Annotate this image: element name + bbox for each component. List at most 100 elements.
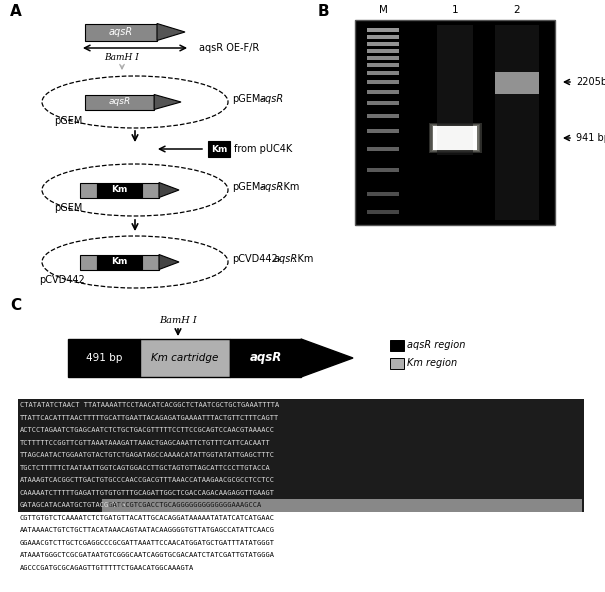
Text: CTATATATCTAACT TTATAAAATTCCTAACATCACGGCTCTAATCGCTGCTGAAATTTTA: CTATATATCTAACT TTATAAAATTCCTAACATCACGGCT… (20, 402, 280, 408)
Bar (80, 182, 97, 198)
Text: 2205bp: 2205bp (576, 77, 605, 87)
Bar (431, 125, 479, 151)
Text: Km: Km (211, 144, 227, 153)
Bar (97, 255, 142, 269)
Text: CAAAAATCTTTTTGAGATTGTGTGTTTGCAGATTGGCTCGACCAGACAAGAGGTTGAAGT: CAAAAATCTTTTTGAGATTGTGTGTTTGCAGATTGGCTCG… (20, 490, 275, 496)
Text: AGCCCGATGCGCAGAGTTGTTTTTCTGAACATGGCAAAGTA: AGCCCGATGCGCAGAGTTGTTTTTCTGAACATGGCAAAGT… (20, 565, 194, 571)
Bar (97, 182, 142, 198)
Bar (367, 192, 399, 196)
Bar (140, 339, 230, 377)
Text: TCTTTTTCCGGTTCGTTAAATAAAGATTAAACTGAGCAAATTCTGTTTCATTCACAATT: TCTTTTTCCGGTTCGTTAAATAAAGATTAAACTGAGCAAA… (20, 440, 271, 446)
Text: 2: 2 (514, 5, 520, 15)
Bar (437, 25, 473, 155)
Bar (142, 255, 159, 269)
Text: Km region: Km region (407, 359, 457, 368)
Text: BamH I: BamH I (105, 53, 139, 62)
Text: TTATTCACATTTAACTTTTTGCATTGAATTACAGAGATGAAAATTTACTGTTCTTTCAGTT: TTATTCACATTTAACTTTTTGCATTGAATTACAGAGATGA… (20, 415, 280, 421)
Text: CGTTGTGTCTCAAAATCTCTGATGTTACATTGCACAGGATAAAAATATATCATCATGAAC: CGTTGTGTCTCAAAATCTCTGATGTTACATTGCACAGGAT… (20, 515, 275, 521)
Bar (102, 499, 582, 511)
Bar (80, 255, 97, 269)
Bar (18, 449, 584, 462)
Text: M: M (379, 5, 387, 15)
Bar (85, 24, 157, 40)
Bar (367, 35, 399, 39)
Bar (367, 147, 399, 151)
Bar (18, 499, 584, 511)
Polygon shape (159, 182, 179, 198)
Bar (367, 101, 399, 105)
Bar (367, 49, 399, 53)
Text: A: A (10, 4, 22, 19)
Text: GATCCGTCGACCTGCAGGGGGGGGGGGGGAAAGCCA: GATCCGTCGACCTGCAGGGGGGGGGGGGGAAAGCCA (103, 502, 261, 509)
Text: aqsR: aqsR (108, 98, 131, 107)
Bar (18, 436, 584, 449)
Text: aqsR OE-F/R: aqsR OE-F/R (199, 43, 260, 53)
Text: pCVD442: pCVD442 (39, 275, 85, 285)
Bar (433, 126, 477, 150)
Bar (495, 25, 539, 220)
Polygon shape (159, 255, 179, 269)
Text: GGAAACGTCTTGCTCGAGGCCCGCGATTAAATTCCAACATGGATGCTGATTTATATGGGT: GGAAACGTCTTGCTCGAGGCCCGCGATTAAATTCCAACAT… (20, 540, 275, 546)
Text: B: B (318, 4, 330, 19)
Text: ACTCCTAGAATCTGAGCAATCTCTGCTGACGTTTTTCCTTCCGCAGTCCAACGTAAAACC: ACTCCTAGAATCTGAGCAATCTCTGCTGACGTTTTTCCTT… (20, 427, 275, 433)
Text: pCVD442-: pCVD442- (232, 254, 281, 264)
Text: Km: Km (111, 185, 128, 195)
Bar (18, 399, 584, 411)
Text: ATAAAGTCACGGCTTGACTGTGCCCAACCGACGTTTAAACCATAAGAACGCGCCTCCTCC: ATAAAGTCACGGCTTGACTGTGCCCAACCGACGTTTAAAC… (20, 477, 275, 483)
Bar (367, 56, 399, 60)
Bar (208, 141, 230, 157)
Polygon shape (157, 24, 185, 40)
Bar (430, 124, 480, 152)
Text: BamH I: BamH I (159, 316, 197, 325)
Bar (18, 462, 584, 474)
Text: from pUC4K: from pUC4K (234, 144, 292, 154)
Text: aqsR: aqsR (260, 94, 284, 104)
Bar (18, 424, 584, 436)
Bar (355, 20, 555, 225)
Text: 1: 1 (452, 5, 459, 15)
Bar (390, 358, 404, 369)
Text: pGEM-: pGEM- (232, 94, 264, 104)
Bar (68, 339, 140, 377)
Bar (367, 168, 399, 172)
Polygon shape (301, 339, 353, 377)
Bar (367, 114, 399, 118)
Text: TTAGCAATACTGGAATGTACTGTCTGAGATAGCCAAAACATATTGGTATATTGAGCTTTC: TTAGCAATACTGGAATGTACTGTCTGAGATAGCCAAAACA… (20, 452, 275, 458)
Text: AATAAAACTGTCTGCTTACATAAACAGTAATACAAGGGGTGTTATGAGCCATATTCAACG: AATAAAACTGTCTGCTTACATAAACAGTAATACAAGGGGT… (20, 527, 275, 533)
Bar (18, 487, 584, 499)
Text: pGEM: pGEM (54, 116, 82, 126)
Text: aqsR: aqsR (249, 352, 281, 365)
Text: Km: Km (111, 258, 128, 266)
Text: Km cartridge: Km cartridge (151, 353, 218, 363)
Bar (142, 182, 159, 198)
Text: ATAAATGGGCTCGCGATAATGTCGGGCAATCAGGTGCGACAATCTATCGATTGTATGGGA: ATAAATGGGCTCGCGATAATGTCGGGCAATCAGGTGCGAC… (20, 552, 275, 558)
Text: TGCTCTTTTTCTAATAATTGGTCAGTGGACCTTGCTAGTGTTAGCATTCCCTTGTACCA: TGCTCTTTTTCTAATAATTGGTCAGTGGACCTTGCTAGTG… (20, 465, 271, 471)
Bar (85, 95, 154, 110)
Text: aqsR: aqsR (109, 27, 133, 37)
Text: 491 bp: 491 bp (86, 353, 122, 363)
Bar (18, 411, 584, 424)
Text: pGEM: pGEM (54, 203, 82, 213)
Text: ::Km: ::Km (292, 254, 315, 264)
Text: aqsR region: aqsR region (407, 340, 465, 350)
Text: pGEM-: pGEM- (232, 182, 264, 192)
Bar (367, 80, 399, 84)
Bar (433, 126, 477, 150)
Text: ::Km: ::Km (278, 182, 300, 192)
Bar (367, 129, 399, 133)
Bar (230, 339, 301, 377)
Polygon shape (154, 95, 181, 110)
Bar (367, 90, 399, 94)
Text: GATAGCATACAATGCTGTACGGTTG: GATAGCATACAATGCTGTACGGTTG (20, 502, 126, 509)
Bar (495, 72, 539, 94)
Bar (367, 210, 399, 214)
Text: aqsR: aqsR (260, 182, 284, 192)
Bar (367, 71, 399, 75)
Bar (367, 28, 399, 32)
Bar (367, 42, 399, 46)
Bar (428, 123, 482, 153)
Text: C: C (10, 298, 21, 313)
Text: 941 bp: 941 bp (576, 133, 605, 143)
Bar (433, 126, 477, 150)
Text: aqsR: aqsR (274, 254, 298, 264)
